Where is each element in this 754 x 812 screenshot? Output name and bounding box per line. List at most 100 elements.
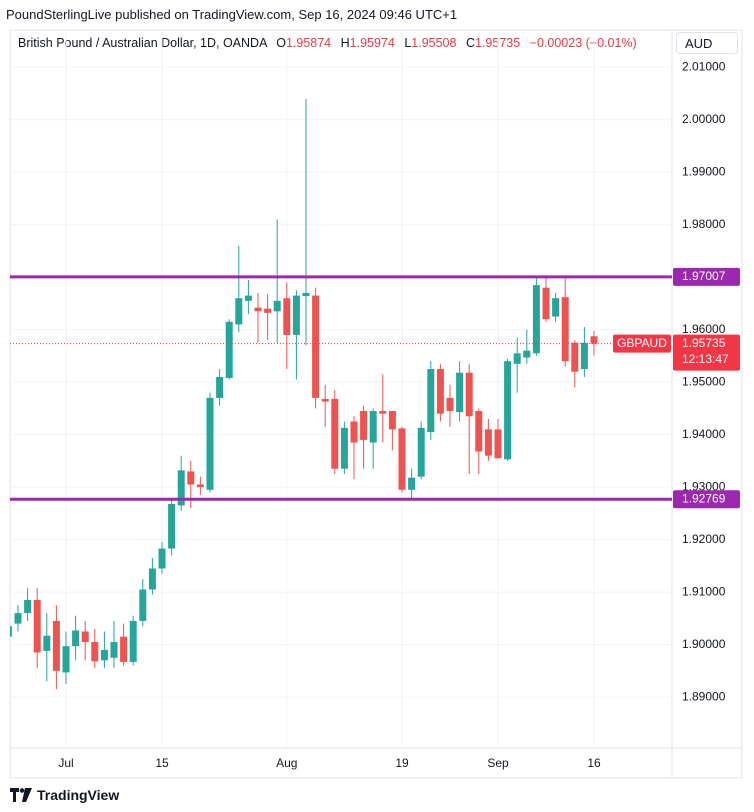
y-tick-label: 1.94000: [682, 427, 726, 441]
candle-body: [244, 295, 252, 301]
change-value: −0.00023 (−0.01%): [529, 36, 637, 50]
y-tick-label: 1.93000: [682, 479, 726, 493]
candle-body: [81, 631, 89, 642]
candle-body: [120, 636, 128, 662]
candle-body: [110, 641, 118, 658]
candle-body: [446, 397, 454, 412]
publisher-header: PoundSterlingLive published on TradingVi…: [6, 7, 458, 22]
candle-body: [177, 470, 185, 506]
y-tick-label: 1.89000: [682, 689, 726, 703]
x-tick-label: Sep: [487, 756, 509, 770]
candle-body: [158, 548, 166, 569]
candle-body: [340, 427, 348, 469]
candle-body: [10, 626, 12, 637]
high-key: H: [340, 36, 350, 50]
candle-body: [312, 295, 320, 398]
candle-body: [14, 613, 22, 624]
candle-body: [264, 308, 272, 313]
symbol-label: GBPAUD: [617, 336, 667, 350]
low-value: 1.95508: [411, 36, 457, 50]
candle-body: [398, 428, 406, 490]
y-tick-label: 1.98000: [682, 217, 726, 231]
candle-body: [24, 599, 32, 614]
y-tick-label: 1.92000: [682, 532, 726, 546]
candle-body: [196, 484, 204, 488]
candle-body: [187, 471, 195, 485]
y-tick-label: 1.95000: [682, 374, 726, 388]
countdown-label: 12:13:47: [682, 352, 729, 366]
last-price-label: 1.95735: [682, 336, 726, 350]
candle-body: [417, 427, 425, 477]
y-tick-label: 1.99000: [682, 164, 726, 178]
candle-body: [561, 297, 569, 362]
candle-body: [408, 477, 416, 490]
candle-body: [283, 298, 291, 335]
candle-body: [465, 372, 473, 417]
candle-body: [552, 298, 560, 317]
candle-body: [129, 620, 137, 662]
candle-body: [436, 369, 444, 414]
candle-body: [148, 568, 156, 590]
last-price-tag: [673, 334, 740, 371]
candle-body: [388, 411, 396, 430]
y-tick-label: 1.96000: [682, 322, 726, 336]
candle-body: [484, 429, 492, 456]
candle-body: [504, 361, 512, 460]
candle-body: [350, 421, 358, 443]
candle-body: [62, 646, 70, 673]
x-tick-label: 16: [587, 756, 601, 770]
candle-body: [513, 353, 521, 364]
footer-brand: TradingView: [37, 787, 120, 803]
candle-body: [254, 307, 262, 312]
candle-body: [523, 350, 531, 358]
candle-body: [590, 336, 598, 344]
footer: TradingView: [10, 787, 119, 803]
candle-body: [216, 376, 224, 398]
candle-body: [302, 292, 310, 297]
symbol-legend: British Pound / Australian Dollar, 1D, O…: [18, 36, 637, 50]
x-tick-label: 15: [155, 756, 169, 770]
candle-body: [369, 411, 377, 443]
candle-body: [139, 589, 147, 621]
candle-body: [100, 649, 108, 661]
x-tick-label: 19: [395, 756, 409, 770]
y-tick-label: 2.01000: [682, 59, 726, 73]
x-tick-label: Aug: [276, 756, 297, 770]
line-price-tag: [673, 267, 740, 286]
symbol-name: British Pound / Australian Dollar, 1D, O…: [18, 36, 267, 50]
line-price-label: 1.97007: [682, 269, 726, 283]
candle-body: [532, 285, 540, 354]
currency-button[interactable]: AUD: [676, 32, 738, 54]
high-value: 1.95974: [349, 36, 395, 50]
low-key: L: [404, 36, 412, 50]
candle-body: [542, 287, 550, 320]
candle-body: [331, 398, 339, 469]
candle-body: [52, 620, 60, 671]
candle-body: [168, 503, 176, 549]
candle-body: [427, 369, 435, 433]
candle-body: [456, 372, 464, 413]
close-key: C: [465, 36, 475, 50]
candle-body: [273, 300, 281, 312]
candle-body: [379, 411, 387, 414]
candle-body: [571, 342, 579, 372]
candle-body: [33, 599, 41, 653]
symbol-tag: [613, 334, 671, 353]
chart-frame: [9, 29, 743, 779]
candle-body: [72, 630, 80, 647]
candle-body: [91, 641, 99, 662]
line-price-tag: [673, 490, 740, 509]
candle-body: [580, 342, 588, 370]
tradingview-logo: [10, 788, 32, 802]
y-tick-label: 1.91000: [682, 584, 726, 598]
candle-body: [475, 411, 483, 452]
candle-body: [43, 635, 51, 651]
line-price-label: 1.92769: [682, 491, 726, 505]
y-tick-label: 2.00000: [682, 112, 726, 126]
candle-body: [321, 398, 329, 402]
open-key: O: [276, 36, 286, 50]
candle-body: [360, 411, 368, 440]
candle-body: [494, 429, 502, 459]
